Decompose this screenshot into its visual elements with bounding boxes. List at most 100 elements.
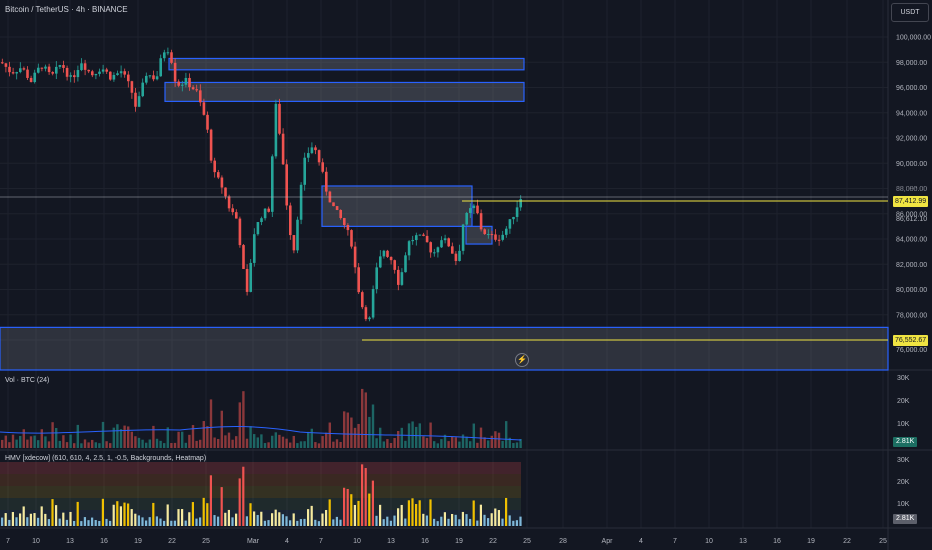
volume-bar (130, 431, 133, 448)
candle (433, 252, 436, 254)
candle (209, 129, 213, 161)
hmv-bar (404, 518, 407, 526)
hmv-bar (494, 508, 497, 526)
candle (411, 240, 414, 242)
hmv-bar (245, 516, 248, 526)
hmv-bar (263, 520, 266, 526)
price-tick-label: 92,000.00 (896, 136, 927, 143)
candle (206, 114, 209, 130)
volume-bar (343, 411, 346, 448)
hmv-bar (22, 506, 25, 526)
volume-bar (235, 436, 238, 448)
candle (65, 67, 69, 77)
price-tick-label: 96,000.00 (896, 85, 927, 92)
price-tick-label: 78,000.00 (896, 312, 927, 319)
hmv-bar (170, 520, 173, 526)
volume-bar (400, 427, 403, 448)
volume-bar (76, 424, 79, 448)
candle (29, 77, 33, 83)
hmv-bar (191, 502, 194, 526)
hmv-bar (15, 517, 18, 526)
hmv-bar (231, 517, 234, 526)
hmv-bar (127, 503, 130, 526)
volume-bar (62, 435, 65, 448)
volume-bar (267, 442, 270, 448)
volume-tick-label: 10K (897, 421, 910, 428)
volume-bar (213, 437, 216, 448)
candle (393, 260, 396, 270)
time-tick-label: 4 (639, 538, 643, 545)
hmv-bar (73, 520, 76, 526)
hmv-bar (253, 511, 256, 526)
candle (217, 172, 220, 178)
lightning-bolt-icon[interactable]: ⚡ (515, 353, 529, 367)
hmv-bar (472, 500, 475, 526)
hmv-bar (155, 516, 158, 526)
currency-button[interactable]: USDT (891, 3, 929, 22)
hmv-bar (389, 520, 392, 526)
candle (353, 246, 357, 268)
hmv-bar (335, 516, 338, 526)
candle (379, 256, 382, 268)
volume-bar (217, 438, 220, 448)
hmv-bar (173, 520, 176, 526)
candle (101, 69, 105, 72)
candle (271, 156, 274, 212)
hmv-bar (202, 497, 205, 526)
hmv-bar (199, 517, 202, 526)
hmv-bar (310, 505, 313, 526)
candle (112, 74, 116, 80)
volume-bar (350, 417, 353, 448)
hmv-pane-label[interactable]: HMV [xdecow] (610, 610, 4, 2.5, 1, -0.5,… (5, 455, 207, 462)
candle (40, 67, 44, 69)
candle (296, 219, 299, 251)
demand-zone-bottom (0, 326, 889, 371)
time-tick-label: 16 (421, 538, 429, 545)
candle (155, 76, 159, 80)
volume-pane-label[interactable]: Vol · BTC (24) (5, 377, 50, 384)
volume-bar (447, 441, 450, 448)
candle (418, 234, 422, 236)
candle (346, 224, 350, 231)
candle (335, 206, 339, 211)
volume-bar (245, 438, 249, 448)
volume-bar (364, 392, 367, 448)
supply-zone-upper (164, 81, 525, 102)
volume-bar (73, 443, 76, 448)
volume-bar (227, 432, 231, 448)
volume-bar (346, 412, 349, 448)
hmv-bar (8, 519, 11, 526)
time-tick-label: 16 (773, 538, 781, 545)
hmv-bar (51, 499, 54, 526)
candle (123, 71, 126, 75)
volume-bar (98, 443, 101, 448)
hmv-bar (4, 513, 7, 526)
time-tick-label: 7 (6, 538, 10, 545)
hmv-bar (271, 513, 274, 526)
hmv-bar (346, 488, 349, 526)
time-tick-label: 4 (285, 538, 289, 545)
candle (202, 102, 206, 115)
hmv-bar (217, 516, 220, 526)
hmv-bar (422, 513, 425, 526)
hmv-bar (19, 513, 22, 526)
candle (47, 66, 51, 73)
candle (307, 153, 310, 158)
hmv-bar (512, 520, 515, 526)
candle (181, 84, 184, 86)
price-tick-label: 100,000.00 (896, 35, 931, 42)
candle (224, 187, 227, 197)
candle (195, 89, 198, 91)
candle (515, 207, 519, 217)
candle (299, 184, 303, 220)
price-tick-label: 86,000.00 (896, 211, 927, 218)
candle (94, 73, 98, 76)
hmv-bar (274, 509, 277, 526)
volume-bar (152, 425, 155, 448)
candle (357, 267, 360, 293)
hmv-bar (465, 514, 468, 526)
symbol-title[interactable]: Bitcoin / TetherUS · 4h · BINANCE (5, 5, 128, 14)
price-tick-label: 84,000.00 (896, 237, 927, 244)
volume-bar (321, 436, 324, 448)
